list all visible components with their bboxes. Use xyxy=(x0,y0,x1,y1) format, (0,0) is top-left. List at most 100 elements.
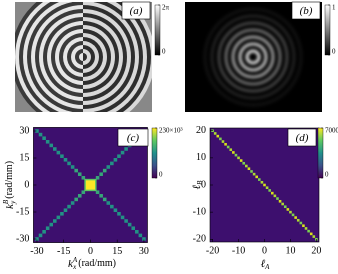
heatmap-cell xyxy=(312,235,316,238)
ring xyxy=(238,42,268,72)
heatmap-cell xyxy=(309,232,313,236)
heatmap-cell xyxy=(237,156,240,160)
heatmap-cell xyxy=(294,216,297,219)
x-tick-label: 0 xyxy=(88,246,93,257)
subscript: x xyxy=(72,263,77,271)
y-tick-label: 0 xyxy=(201,179,206,190)
heatmap-cell xyxy=(291,213,295,217)
panel-label-box xyxy=(291,1,321,20)
heatmap-cell xyxy=(281,202,284,206)
heatmap-cell xyxy=(67,161,71,166)
x-axis-label: kA x (rad/mm) xyxy=(68,256,116,271)
heatmap-cell xyxy=(221,140,225,143)
heatmap-cell xyxy=(102,168,107,173)
heatmap-cell xyxy=(56,215,61,220)
colorbar-tick-label: 230×10³ xyxy=(159,127,183,135)
panel-label-box xyxy=(117,128,149,147)
heatmap-cell xyxy=(56,150,61,155)
heatmap-cell xyxy=(99,194,103,198)
heatmap-cell xyxy=(81,176,86,180)
heatmap-cell xyxy=(45,140,50,144)
y-tick-label: 15 xyxy=(19,152,29,163)
x-tick-label: 0 xyxy=(262,245,267,256)
heatmap-cell xyxy=(268,189,271,192)
panel-label: (b) xyxy=(300,5,313,17)
y-tick-label: -10 xyxy=(193,206,206,217)
heatmap-cell xyxy=(213,132,217,135)
x-tick-label: -30 xyxy=(30,246,43,257)
heatmap-cell xyxy=(106,201,111,205)
heatmap-cell xyxy=(304,227,308,230)
colorbar xyxy=(154,4,161,56)
heatmap-cell xyxy=(247,167,251,171)
y-tick-label: 20 xyxy=(196,125,206,136)
colorbar xyxy=(151,127,158,179)
heatmap-cell xyxy=(258,178,261,181)
heatmap-cell xyxy=(84,178,97,192)
heatmap-cell xyxy=(110,161,114,166)
colorbar-tick-label: 2π xyxy=(162,4,170,12)
heatmap-cell xyxy=(81,190,86,194)
heatmap-cell xyxy=(60,154,64,158)
heatmap-cell xyxy=(120,215,125,220)
heatmap-cell xyxy=(273,194,277,198)
heatmap-cell xyxy=(286,208,290,211)
heatmap-cell xyxy=(131,226,136,230)
heatmap-cell xyxy=(63,158,68,162)
x-tick-label: -15 xyxy=(57,246,70,257)
x-axis-label: ℓA xyxy=(261,258,271,271)
panel-label: (a) xyxy=(130,5,143,17)
heatmap-cell xyxy=(70,201,75,205)
x-tick-label: 15 xyxy=(112,246,122,257)
y-axis-label: kBy(rad/mm) xyxy=(2,161,17,209)
heatmap-cell xyxy=(242,161,246,165)
unit: (rad/mm) xyxy=(78,258,116,269)
heatmap-cell xyxy=(49,222,54,227)
ring xyxy=(83,53,87,61)
heatmap-cell xyxy=(260,180,264,184)
heatmap-cell xyxy=(70,165,75,169)
phase-rings-right xyxy=(83,2,152,112)
colorbar xyxy=(324,4,331,56)
x-tick-label: 30 xyxy=(139,246,149,257)
colorbar-tick-label: 0 xyxy=(325,171,329,179)
heatmap-cell xyxy=(102,197,107,202)
heatmap-cell xyxy=(117,212,121,216)
heatmap-cell xyxy=(307,229,310,233)
heatmap-cell xyxy=(229,148,233,152)
symbol: ℓ xyxy=(191,184,203,189)
colorbar xyxy=(317,127,324,179)
ring xyxy=(210,14,296,100)
heatmap-cell xyxy=(35,237,39,241)
heatmap-cell xyxy=(255,175,259,179)
y-tick-label: 30 xyxy=(19,125,29,136)
ring xyxy=(231,35,275,79)
colorbar-tick-label: 0 xyxy=(332,48,336,56)
heatmap-cell xyxy=(63,208,68,212)
heatmap-cell xyxy=(60,212,64,216)
ring xyxy=(79,53,83,61)
heatmap-cell xyxy=(113,158,118,162)
heatmap-cell xyxy=(216,134,220,138)
heatmap-cell xyxy=(232,151,235,154)
heatmap-cell xyxy=(138,233,143,238)
y-tick-label: -20 xyxy=(193,234,206,245)
heatmap-cell xyxy=(38,233,43,238)
symbol: k xyxy=(68,258,74,270)
heatmap-cell xyxy=(278,199,282,203)
heatmap-cell xyxy=(74,197,78,202)
heatmap-cell xyxy=(95,176,100,180)
heatmap-cell xyxy=(113,208,118,212)
y-tick-label: -15 xyxy=(16,206,29,217)
colorbar-tick-label: 0 xyxy=(162,48,166,56)
ring xyxy=(245,49,261,65)
heatmap-cell xyxy=(142,237,146,241)
y-tick-label: -30 xyxy=(16,233,29,244)
heatmap-cell xyxy=(219,137,222,141)
heatmap-cell xyxy=(283,205,287,209)
heatmap-cell xyxy=(42,136,46,140)
heatmap-cell xyxy=(276,197,279,200)
heatmap-cell xyxy=(296,218,300,222)
panel-label-box xyxy=(121,1,151,20)
